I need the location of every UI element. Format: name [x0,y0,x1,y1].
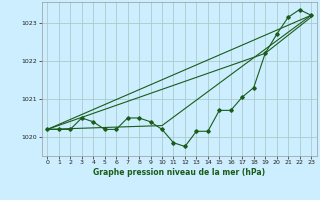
X-axis label: Graphe pression niveau de la mer (hPa): Graphe pression niveau de la mer (hPa) [93,168,265,177]
